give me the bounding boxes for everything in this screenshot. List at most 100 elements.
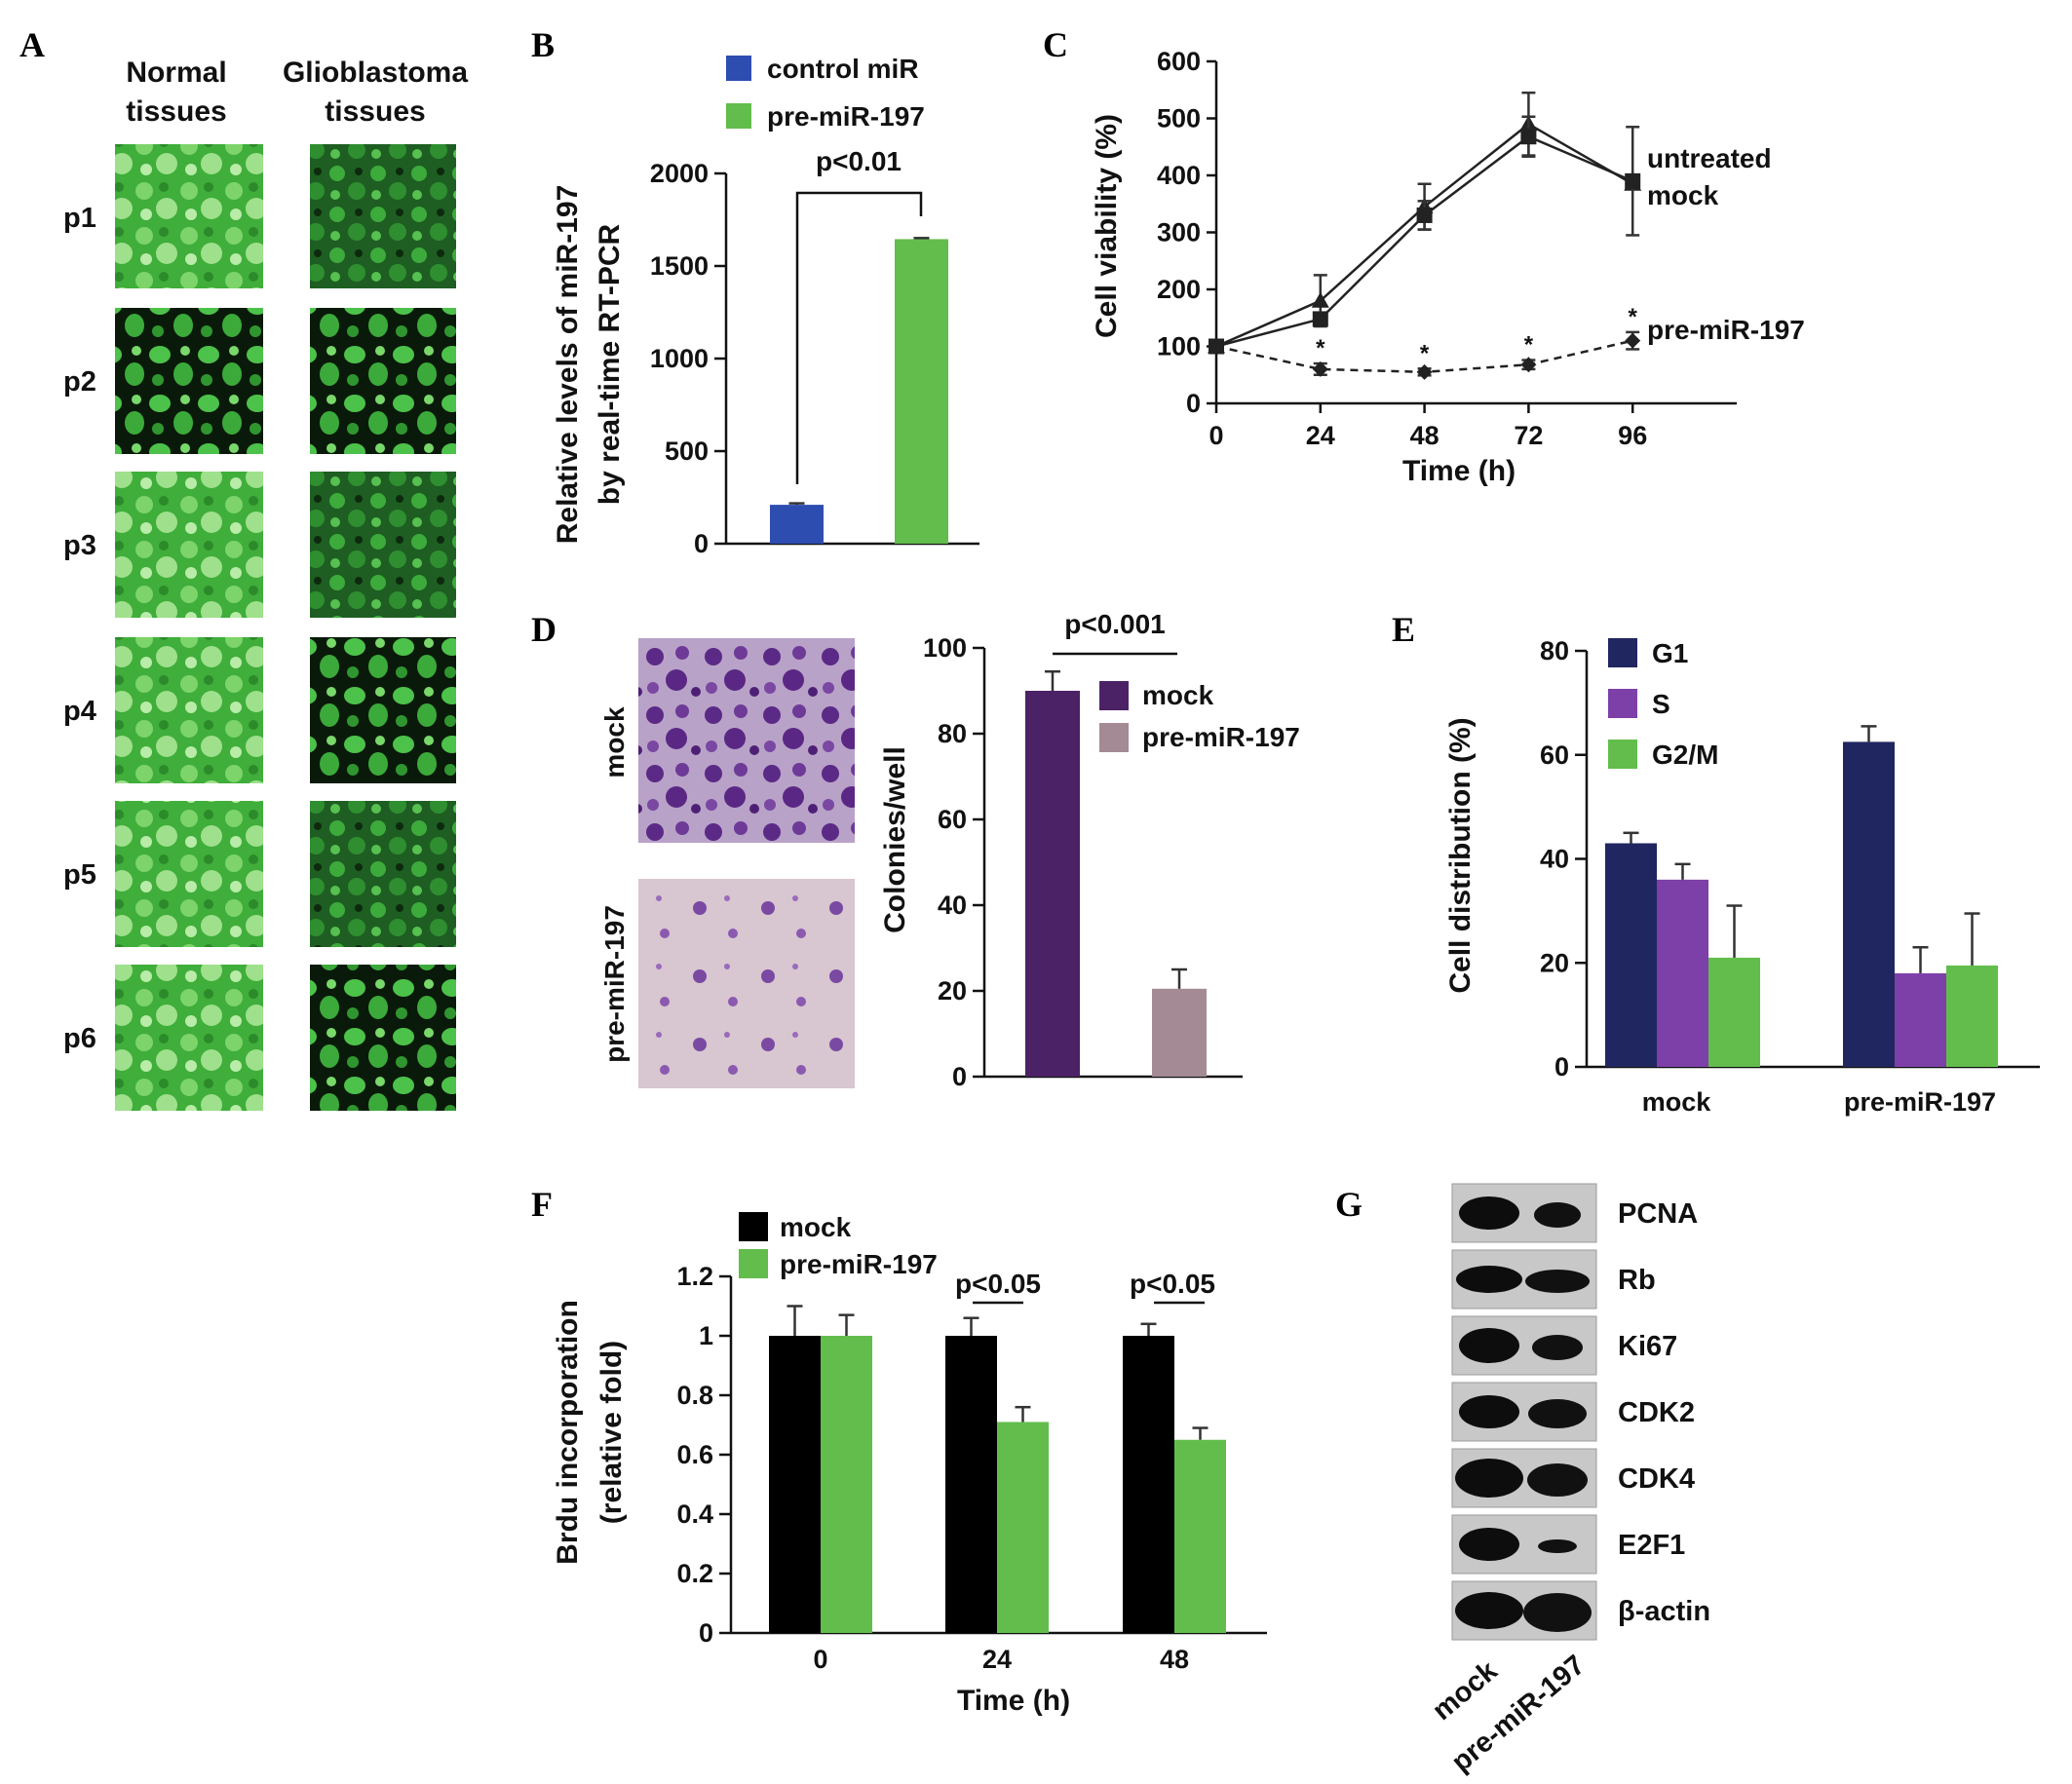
- c-y-label: Cell viability (%): [1091, 114, 1123, 338]
- d-y-axis: 0 20 40 60 80 100: [923, 633, 986, 1091]
- panel-label-d: D: [531, 610, 556, 649]
- g-band-pre: [1532, 1335, 1583, 1360]
- d-y-label: Colonies/well: [879, 746, 911, 933]
- c-x-tick-label: 24: [1306, 421, 1335, 450]
- row-label-p6: p6: [63, 1023, 96, 1054]
- panel-a: A Normal tissues Glioblastoma tissues p1…: [19, 25, 468, 1111]
- row-label-p5: p5: [63, 859, 96, 891]
- c-y-tick-label: 0: [1186, 389, 1201, 418]
- f-y-tick-label: 0.2: [676, 1559, 713, 1588]
- g-band-mock: [1455, 1592, 1523, 1629]
- col-header-glioblastoma-l2: tissues: [325, 95, 425, 128]
- col-header-normal-l2: tissues: [126, 95, 226, 128]
- e-legend-swatch-g2m: [1608, 740, 1637, 769]
- tissue-image-glioblastoma-p1: [310, 144, 456, 288]
- c-axes: 0 100 200 300 400 500 600 0 24 48 72 96: [1157, 47, 1647, 450]
- colony-image-pre-mir-197: [638, 879, 855, 1088]
- g-protein-label: CDK2: [1618, 1397, 1695, 1428]
- g-band-mock: [1459, 1196, 1519, 1230]
- panel-label-e: E: [1392, 610, 1415, 649]
- d-legend-swatch-mock: [1099, 681, 1129, 710]
- panel-label-b: B: [531, 25, 555, 64]
- tissue-image-normal-p6: [115, 965, 263, 1111]
- col-header-normal-l1: Normal: [126, 57, 226, 89]
- b-y-tick-label: 2000: [650, 159, 709, 188]
- e-legend-label-s: S: [1652, 689, 1670, 719]
- c-point-mock: [1416, 207, 1433, 223]
- f-bar-mock: [1123, 1336, 1174, 1633]
- e-x-tick-mock: mock: [1642, 1087, 1712, 1117]
- g-blot-strips: PCNA Rb Ki67 CDK2 CDK4 E2F1 β-actin: [1451, 1183, 1710, 1641]
- tissue-image-normal-p3: [115, 472, 263, 618]
- f-legend-label-pre: pre-miR-197: [780, 1249, 938, 1279]
- d-bar-pre: [1152, 988, 1207, 1077]
- f-y-tick-label: 0.8: [676, 1381, 713, 1410]
- d-legend-swatch-pre: [1099, 723, 1129, 752]
- e-bar-g2m: [1708, 957, 1760, 1067]
- tissue-image-glioblastoma-p6: [310, 965, 456, 1111]
- d-bars: [1025, 669, 1207, 1077]
- c-significance-star: *: [1316, 335, 1325, 361]
- panel-label-a: A: [19, 25, 45, 64]
- d-bar-mock: [1025, 691, 1080, 1077]
- g-band-pre: [1534, 1202, 1581, 1228]
- b-y-tick-label: 1000: [650, 344, 709, 373]
- e-y-tick-label: 20: [1540, 948, 1569, 977]
- c-y-tick-label: 200: [1157, 275, 1201, 304]
- c-point-pre-mir-197: [1416, 363, 1433, 380]
- panel-e: E 0 20 40 60 80 mock pre-miR-197 G1 S G2/M C…: [1392, 610, 2040, 1117]
- e-bar-s: [1895, 972, 1946, 1067]
- d-p-value: p<0.001: [1064, 609, 1166, 639]
- c-y-tick-label: 100: [1157, 332, 1201, 361]
- c-x-label: Time (h): [1402, 455, 1516, 487]
- f-bar-pre: [997, 1422, 1049, 1633]
- c-x-tick-label: 48: [1410, 421, 1439, 450]
- g-band-pre: [1527, 1463, 1588, 1497]
- b-y-axis: 0 500 1000 1500 2000: [650, 159, 728, 558]
- f-bar-mock: [769, 1336, 821, 1633]
- panel-c: C 0 100 200 300 400 500 600 0 24 48 72 96 * * * * Time…: [1043, 25, 1805, 487]
- f-bar-pre: [821, 1336, 872, 1633]
- f-x-label: Time (h): [957, 1685, 1070, 1717]
- c-x-tick-label: 96: [1618, 421, 1647, 450]
- g-protein-label: β-actin: [1618, 1596, 1710, 1627]
- g-protein-label: PCNA: [1618, 1198, 1698, 1230]
- e-legend-swatch-g1: [1608, 638, 1637, 667]
- b-legend-swatch-control: [726, 56, 751, 81]
- colony-image-mock: [638, 638, 855, 843]
- e-y-axis: 0 20 40 60 80: [1540, 636, 1589, 1082]
- g-band-mock: [1459, 1528, 1519, 1561]
- tissue-image-glioblastoma-p4: [310, 637, 456, 783]
- e-x-tick-pre: pre-miR-197: [1844, 1087, 1996, 1117]
- c-point-mock: [1312, 311, 1328, 327]
- f-x-tick-label: 48: [1160, 1645, 1189, 1674]
- f-bar-pre: [1174, 1439, 1226, 1633]
- c-series-label-pre: pre-miR-197: [1647, 315, 1805, 345]
- c-significance-star: *: [1524, 332, 1534, 359]
- c-series-label-mock: mock: [1647, 180, 1719, 210]
- b-y-tick-label: 1500: [650, 251, 709, 281]
- f-y-label-l1: Brdu incorporation: [552, 1300, 584, 1565]
- e-bar-s: [1657, 879, 1708, 1067]
- row-label-p1: p1: [63, 203, 96, 234]
- d-image-label-mock: mock: [599, 706, 630, 778]
- row-label-p3: p3: [63, 530, 96, 561]
- c-point-untreated: [1311, 291, 1329, 308]
- g-band-pre: [1523, 1593, 1592, 1632]
- tissue-image-normal-p2: [115, 308, 263, 454]
- f-y-tick-label: 0.6: [676, 1440, 713, 1469]
- panel-label-c: C: [1043, 25, 1068, 64]
- e-legend-swatch-s: [1608, 689, 1637, 718]
- g-band-mock: [1455, 1459, 1523, 1498]
- g-band-mock: [1459, 1328, 1519, 1363]
- c-line-mock: [1215, 134, 1633, 348]
- c-series: * * * *: [1208, 91, 1642, 380]
- e-y-tick-label: 80: [1540, 636, 1569, 665]
- b-y-tick-label: 500: [665, 437, 709, 466]
- e-y-label: Cell distribution (%): [1444, 717, 1477, 993]
- f-legend-swatch-mock: [739, 1212, 768, 1241]
- f-y-tick-label: 1.2: [676, 1262, 713, 1291]
- d-legend-label-mock: mock: [1142, 680, 1214, 710]
- c-significance-star: *: [1629, 304, 1638, 330]
